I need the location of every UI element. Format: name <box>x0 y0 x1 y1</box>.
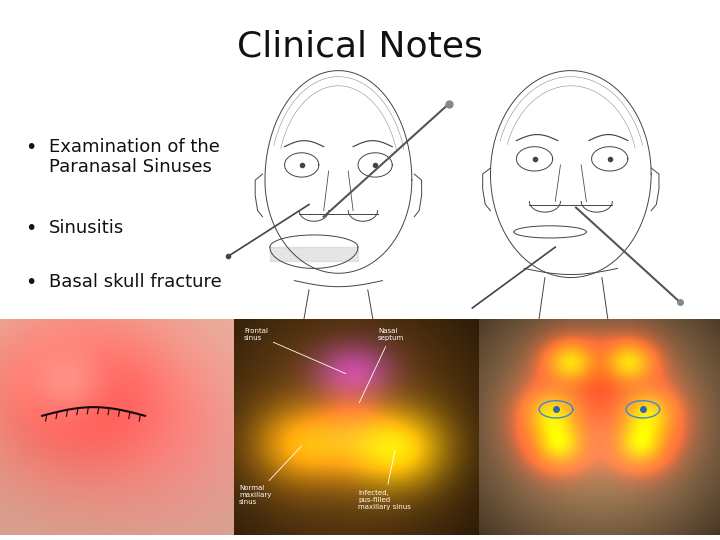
Text: Clinical Notes: Clinical Notes <box>237 30 483 64</box>
Text: Infected,
pus-filled
maxillary sinus: Infected, pus-filled maxillary sinus <box>359 451 411 510</box>
Text: •: • <box>25 273 37 292</box>
Text: Frontal
sinus: Frontal sinus <box>244 328 346 374</box>
Text: •: • <box>25 219 37 238</box>
Text: •: • <box>25 138 37 157</box>
Text: Sinusitis: Sinusitis <box>49 219 125 237</box>
Text: Basal skull fracture: Basal skull fracture <box>49 273 222 291</box>
Text: Nasal
septum: Nasal septum <box>359 328 405 402</box>
Text: Normal
maxillary
sinus: Normal maxillary sinus <box>239 446 302 505</box>
Text: Examination of the
Paranasal Sinuses: Examination of the Paranasal Sinuses <box>49 138 220 177</box>
